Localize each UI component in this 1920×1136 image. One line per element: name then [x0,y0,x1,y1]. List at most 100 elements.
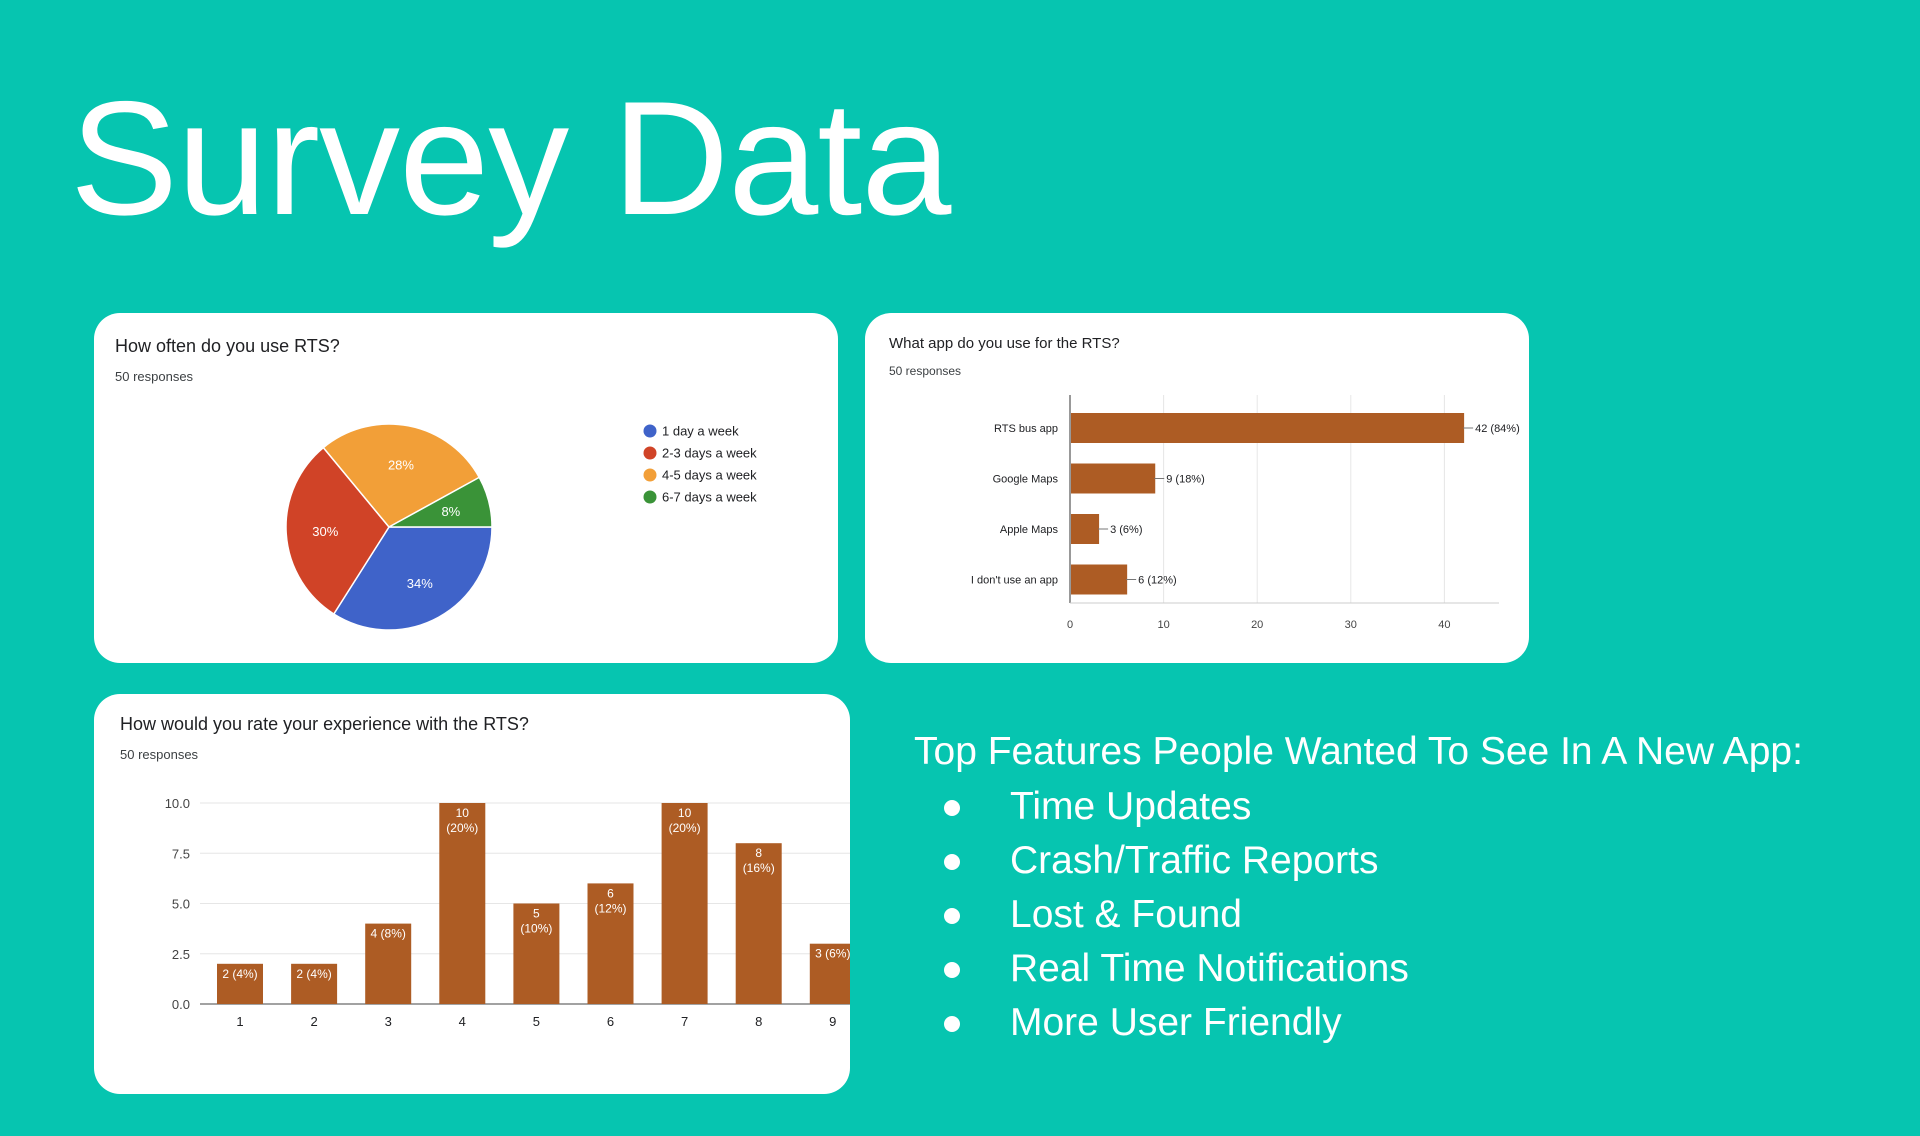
bar [735,843,782,1004]
feature-text: Real Time Notifications [1010,947,1409,990]
feature-text: More User Friendly [1010,1001,1342,1044]
x-tick-label: 0 [1067,619,1073,631]
data-label: 42 (84%) [1475,423,1520,435]
usage-chart-title: How often do you use RTS? [115,336,340,356]
x-tick-label: 5 [533,1014,540,1029]
y-tick-label: 0.0 [172,997,190,1012]
feature-item: Time Updates [914,780,1803,834]
x-tick-label: 30 [1345,619,1357,631]
pie-slice [388,476,493,528]
app-chart-title: What app do you use for the RTS? [889,335,1120,352]
bar [1071,564,1128,595]
app-bar-card: What app do you use for the RTS? 50 resp… [865,313,1529,663]
app-bar-chart: 0 10 20 30 40 RTS bus app 42 (84%) Google Maps 9… [971,395,1520,631]
feature-item: More User Friendly [914,996,1803,1050]
rating-chart-responses: 50 responses [120,747,199,762]
data-label: 6 [607,886,614,900]
feature-item: Crash/Traffic Reports [914,834,1803,888]
y-tick-label: 2.5 [172,947,190,962]
rating-chart-title: How would you rate your experience with … [120,714,529,734]
legend-marker [643,446,657,460]
x-tick-label: 20 [1251,619,1263,631]
x-tick-label: 7 [681,1014,688,1029]
bullet-icon [944,908,960,924]
legend-marker [643,468,657,482]
bullet-icon [944,1016,960,1032]
data-label: (12%) [594,901,626,915]
x-tick-label: 2 [310,1014,317,1029]
slice-label: 30% [312,524,338,539]
category-label: Google Maps [993,474,1059,486]
bullet-icon [944,800,960,816]
category-label: Apple Maps [1000,524,1059,536]
data-label: 2 (4%) [296,967,331,981]
bar [1071,413,1465,443]
data-label: (16%) [743,861,775,875]
bar [217,963,263,1004]
x-tick-label: 4 [459,1014,466,1029]
bullet-icon [944,962,960,978]
feature-text: Time Updates [1010,785,1252,828]
legend-label: 1 day a week [662,424,739,439]
slice-label: 8% [441,504,460,519]
feature-text: Crash/Traffic Reports [1010,839,1379,882]
data-label: (20%) [446,821,478,835]
slide-title: Survey Data [70,68,951,249]
rating-bar-card: How would you rate your experience with … [94,694,850,1094]
features-section: Top Features People Wanted To See In A N… [914,730,1803,1050]
data-label: 9 (18%) [1166,474,1205,486]
x-tick-label: 6 [607,1014,614,1029]
features-heading: Top Features People Wanted To See In A N… [914,730,1803,773]
data-label: 3 (6%) [1110,524,1142,536]
category-label: I don't use an app [971,575,1058,587]
usage-pie-chart: 34% 30% 28% 8% 1 day a week 2-3 days a week 4-… [285,423,757,631]
y-tick-label: 7.5 [172,846,190,861]
feature-item: Lost & Found [914,888,1803,942]
x-tick-label: 3 [385,1014,392,1029]
data-label: 5 [533,907,540,921]
legend-label: 2-3 days a week [662,446,757,461]
pie-slice [322,423,481,528]
bar [439,803,486,1004]
bullet-icon [944,854,960,870]
x-tick-label: 40 [1438,619,1450,631]
usage-chart-responses: 50 responses [115,369,194,384]
bar [1071,463,1156,494]
bar [809,943,850,1004]
pie-slice [285,446,390,616]
feature-item: Real Time Notifications [914,942,1803,996]
data-label: 3 (6%) [815,947,850,961]
y-tick-label: 10.0 [165,796,190,811]
data-label: 10 [678,806,692,820]
data-label: (10%) [520,922,552,936]
data-label: 2 (4%) [222,967,257,981]
bar [365,923,412,1004]
data-label: 8 [755,846,762,860]
data-label: (20%) [669,821,701,835]
x-tick-label: 10 [1157,619,1169,631]
feature-text: Lost & Found [1010,893,1242,936]
features-list: Time Updates Crash/Traffic Reports Lost … [914,780,1803,1050]
legend-marker [643,490,657,504]
legend-marker [643,424,657,438]
bar [587,883,634,1004]
bar [291,963,338,1004]
bar [1071,514,1100,544]
data-label: 6 (12%) [1138,575,1177,587]
category-label: RTS bus app [994,423,1058,435]
legend-label: 4-5 days a week [662,468,757,483]
x-tick-label: 1 [236,1014,243,1029]
usage-pie-card: How often do you use RTS? 50 responses 3… [94,313,838,663]
bar [513,903,560,1004]
slice-label: 28% [388,457,414,472]
x-tick-label: 8 [755,1014,762,1029]
x-tick-label: 9 [829,1014,836,1029]
slice-label: 34% [407,576,433,591]
data-label: 10 [456,806,470,820]
legend-label: 6-7 days a week [662,490,757,505]
rating-bar-chart: 0.0 2.5 5.0 7.5 10.0 1 2 (4%) 2 2 (4%) 3 4 (8%) 4 10… [165,796,850,1029]
y-tick-label: 5.0 [172,897,190,912]
data-label: 4 (8%) [371,927,406,941]
app-chart-responses: 50 responses [889,364,962,378]
bar [661,803,708,1004]
